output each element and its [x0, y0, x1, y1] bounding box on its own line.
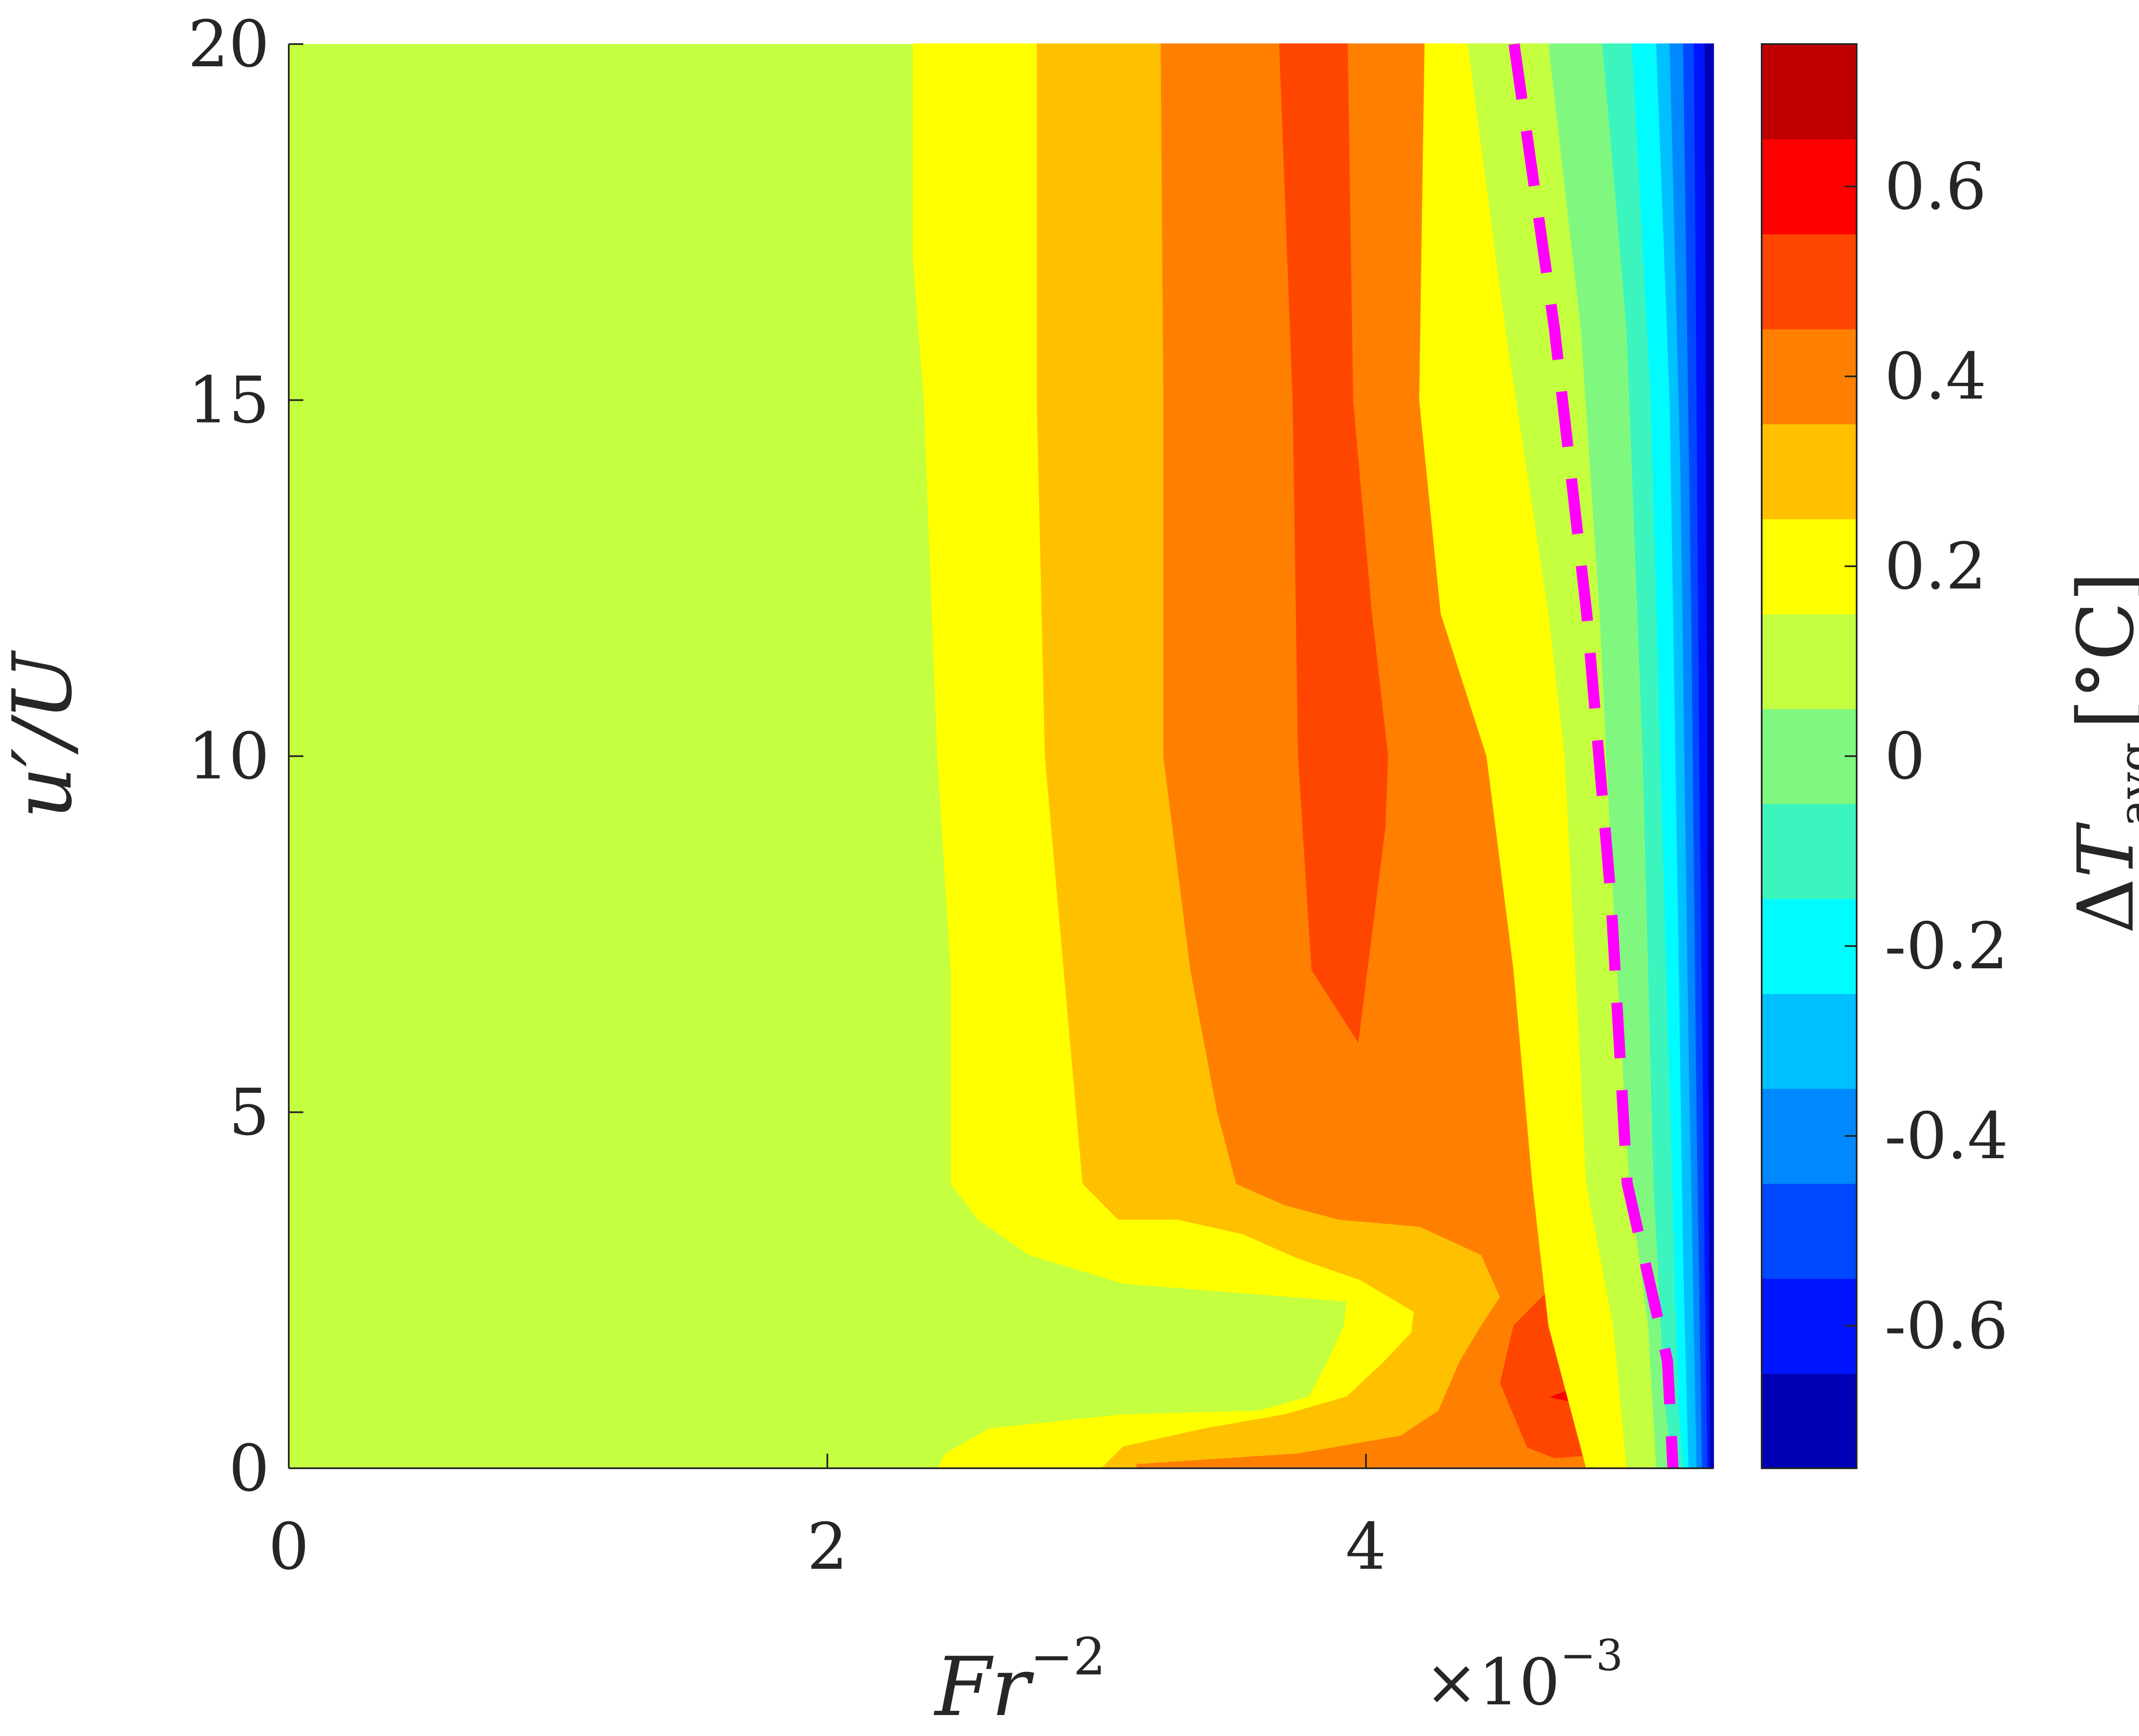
colorbar-segment: [1762, 899, 1857, 994]
colorbar-segment: [1762, 44, 1857, 139]
y-tick-label: 15: [188, 364, 270, 438]
colorbar-tick-label: 0.2: [1884, 529, 1987, 604]
colorbar-segment: [1762, 1373, 1857, 1469]
colorbar-tick-label: 0: [1884, 719, 1925, 794]
colorbar: 0.6 0.4 0.2 0 -0.2 -0.4 -0.6: [1761, 43, 2008, 1469]
colorbar-tick-label: -0.6: [1884, 1289, 2008, 1363]
colorbar-segment: [1762, 1278, 1857, 1374]
colorbar-segment: [1762, 614, 1857, 709]
colorbar-tick-label: 0.6: [1884, 150, 1987, 224]
y-tick-label: 20: [188, 7, 270, 82]
y-tick-label: 5: [229, 1076, 270, 1150]
colorbar-segment: [1762, 329, 1857, 424]
colorbar-segment: [1762, 709, 1857, 804]
contour-region-3: [1279, 43, 1388, 1043]
x-axis: 0 2 4: [268, 1454, 1386, 1584]
colorbar-segment: [1762, 139, 1857, 234]
colorbar-segment: [1762, 804, 1857, 899]
colorbar-segment: [1762, 994, 1857, 1089]
colorbar-tick-label: -0.4: [1884, 1099, 2008, 1174]
y-axis-label: u′/U: [0, 650, 90, 819]
dashed-contour-line: [1508, 43, 1679, 1469]
colorbar-segment: [1762, 424, 1857, 519]
x-tick-label: 2: [807, 1510, 847, 1584]
y-tick-label: 0: [229, 1431, 270, 1506]
y-tick-label: 10: [188, 719, 270, 794]
colorbar-segment: [1762, 1183, 1857, 1279]
x-tick-label: 4: [1345, 1510, 1386, 1584]
colorbar-tick-label: -0.2: [1884, 909, 2008, 984]
colorbar-segment: [1762, 234, 1857, 329]
x-axis-label: Fr−2: [933, 1627, 1106, 1734]
plot-area: [289, 43, 1714, 1469]
x-tick-label: 0: [268, 1510, 309, 1584]
x-axis-exponent: ×10−3: [1425, 1630, 1623, 1720]
colorbar-segment: [1762, 519, 1857, 614]
colorbar-label: ΔTavg[°C]: [2062, 572, 2139, 934]
colorbar-tick-label: 0.4: [1884, 340, 1987, 414]
colorbar-segment: [1762, 1088, 1857, 1184]
y-axis: 0 5 10 15 20: [188, 7, 303, 1506]
